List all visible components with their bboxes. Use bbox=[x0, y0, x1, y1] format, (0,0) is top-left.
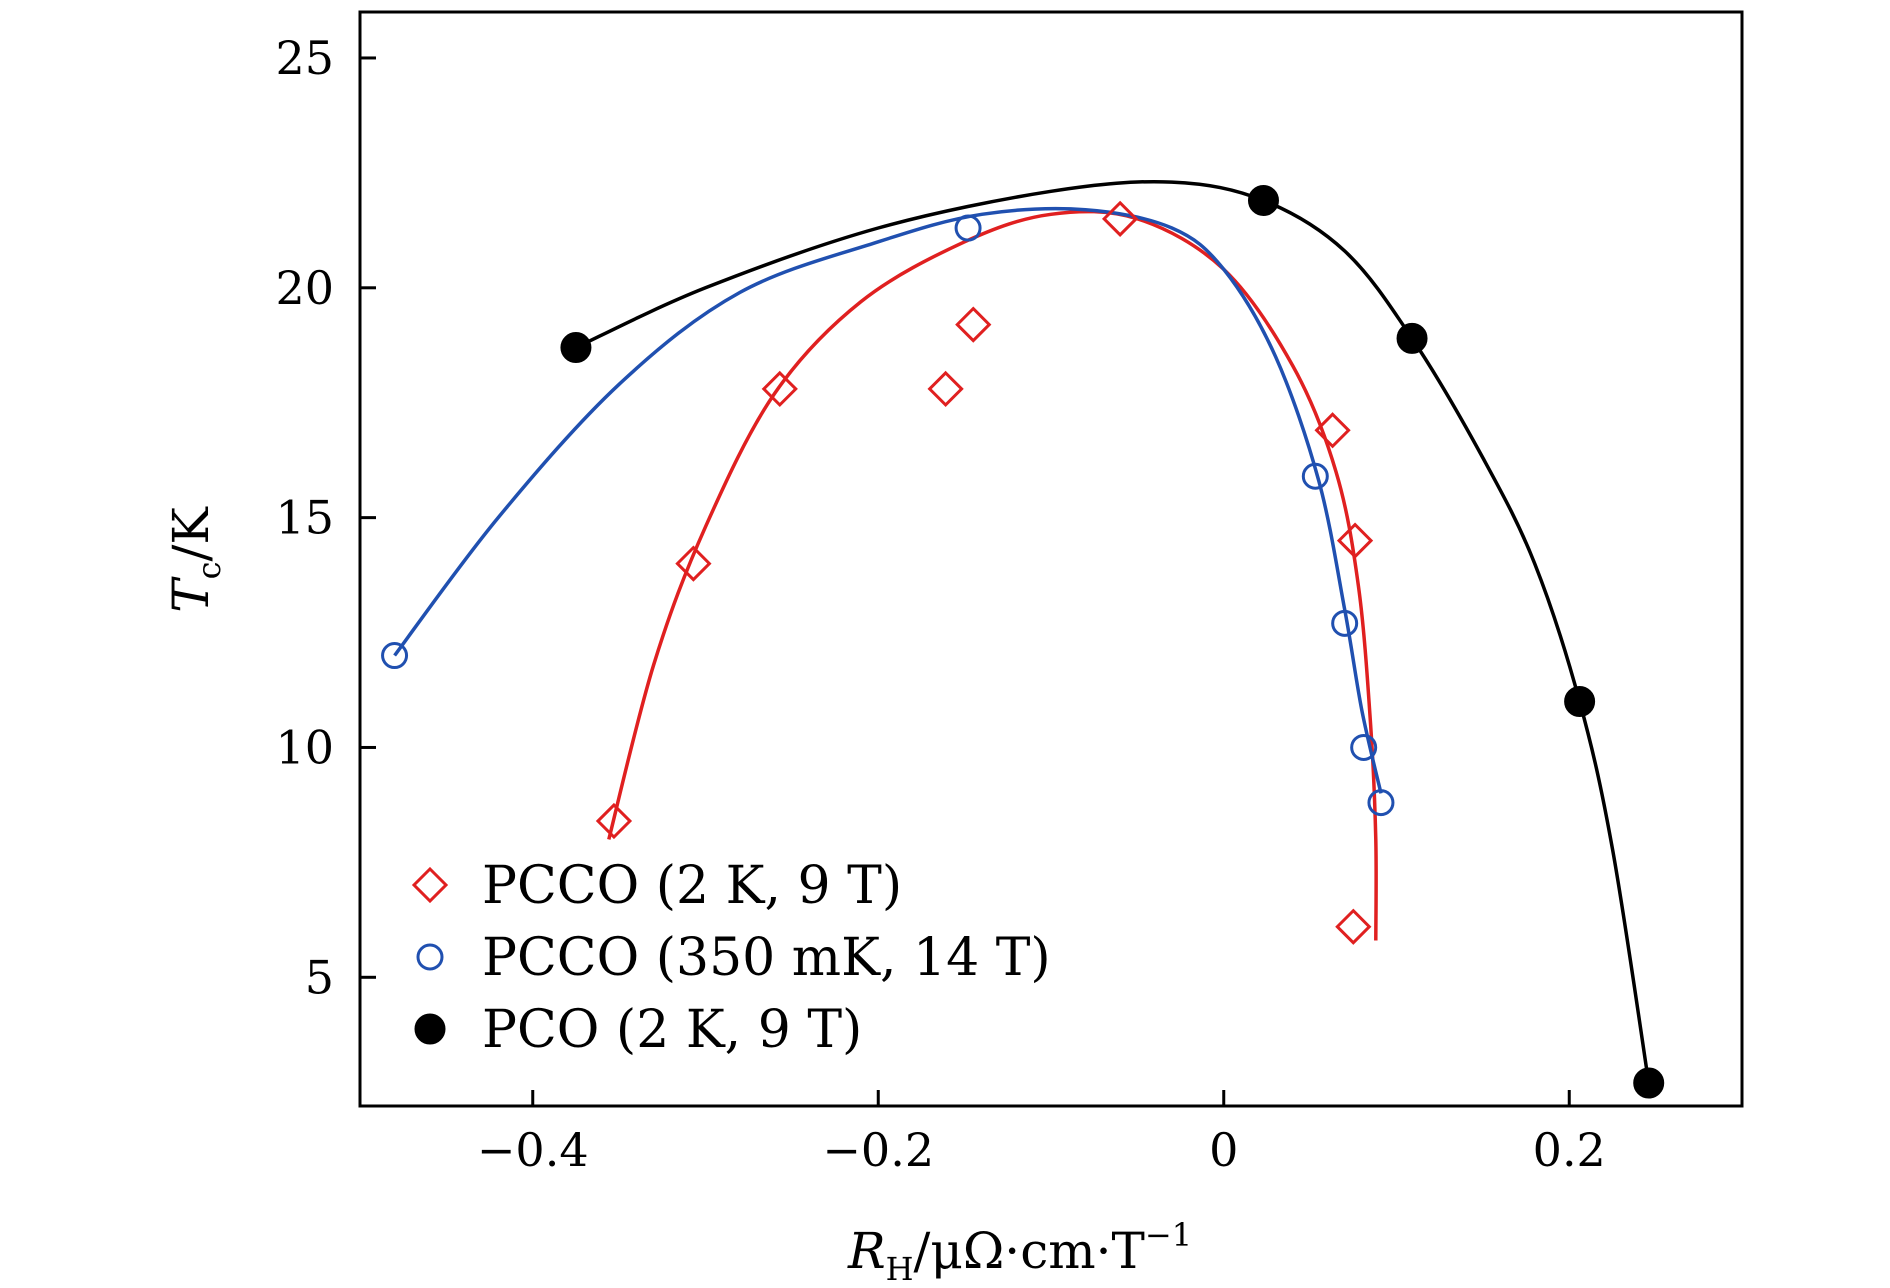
data-point-pco-2-k-9-t bbox=[1633, 1067, 1665, 1099]
legend-marker-pcco-350-mk-14-t bbox=[416, 943, 444, 971]
data-point-pcco-350-mk-14-t bbox=[1367, 789, 1395, 817]
x-tick-label: 0 bbox=[1209, 1123, 1238, 1177]
x-tick-label: −0.2 bbox=[822, 1123, 934, 1177]
fit-lines-layer bbox=[393, 179, 1651, 1084]
data-point-pcco-350-mk-14-t bbox=[1301, 462, 1329, 490]
fit-line-pcco-350-mk-14-t bbox=[393, 206, 1383, 794]
data-point-pcco-2-k-9-t bbox=[955, 306, 992, 343]
fit-line-pcco-2-k-9-t bbox=[607, 209, 1378, 941]
y-axis-label-sub: c bbox=[190, 561, 228, 579]
x-tick-label: 0.2 bbox=[1533, 1123, 1606, 1177]
y-tick-label: 15 bbox=[275, 491, 334, 545]
y-tick-label: 5 bbox=[305, 950, 334, 1004]
markers-layer bbox=[381, 184, 1665, 1099]
data-point-pco-2-k-9-t bbox=[1396, 322, 1428, 354]
data-point-pco-2-k-9-t bbox=[1564, 685, 1596, 717]
legend-marker-pco-2-k-9-t bbox=[414, 1013, 446, 1045]
data-point-pcco-2-k-9-t bbox=[595, 802, 633, 840]
y-tick-label: 25 bbox=[275, 31, 334, 85]
y-axis-label-main: T bbox=[162, 576, 220, 613]
y-tick-label: 20 bbox=[275, 261, 334, 315]
y-axis-label-rest: /K bbox=[162, 506, 220, 562]
data-point-pcco-2-k-9-t bbox=[1335, 908, 1372, 945]
data-point-pco-2-k-9-t bbox=[1247, 184, 1279, 216]
data-point-pcco-350-mk-14-t bbox=[1350, 733, 1378, 761]
data-point-pcco-2-k-9-t bbox=[1314, 412, 1351, 449]
data-point-pcco-350-mk-14-t bbox=[954, 214, 982, 242]
legend: PCCO (2 K, 9 T) PCCO (350 mK, 14 T) PCO (2… bbox=[411, 856, 1051, 1060]
data-point-pco-2-k-9-t bbox=[560, 332, 592, 364]
x-axis-label-sub: H bbox=[886, 1250, 914, 1288]
x-axis-label-main: R bbox=[847, 1222, 886, 1280]
y-axis-label: Tc/K bbox=[162, 506, 228, 613]
x-axis-label: RH/μΩ·cm·T−1 bbox=[847, 1216, 1192, 1288]
x-tick-label: −0.4 bbox=[477, 1123, 589, 1177]
data-point-pcco-2-k-9-t bbox=[761, 370, 798, 408]
data-point-pcco-2-k-9-t bbox=[1336, 522, 1374, 559]
data-point-pcco-350-mk-14-t bbox=[1331, 609, 1359, 637]
x-axis-label-rest: /μΩ·cm·T bbox=[914, 1222, 1145, 1280]
data-point-pcco-2-k-9-t bbox=[927, 370, 964, 408]
plot-frame bbox=[358, 10, 1744, 1108]
legend-label: PCCO (2 K, 9 T) bbox=[482, 856, 902, 916]
legend-marker-pcco-2-k-9-t bbox=[411, 866, 449, 904]
fit-line-pco-2-k-9-t bbox=[575, 179, 1651, 1084]
legend-label: PCO (2 K, 9 T) bbox=[482, 1000, 862, 1060]
data-point-pcco-2-k-9-t bbox=[1101, 200, 1139, 237]
y-tick-label: 10 bbox=[275, 720, 334, 774]
legend-label: PCCO (350 mK, 14 T) bbox=[482, 928, 1051, 988]
data-point-pcco-350-mk-14-t bbox=[381, 642, 409, 670]
x-axis-label-sup: −1 bbox=[1145, 1216, 1192, 1254]
ticks-layer: −0.4 −0.2 0 0.2 5 10 15 20 25 bbox=[275, 31, 1605, 1177]
data-point-pcco-2-k-9-t bbox=[675, 545, 712, 582]
